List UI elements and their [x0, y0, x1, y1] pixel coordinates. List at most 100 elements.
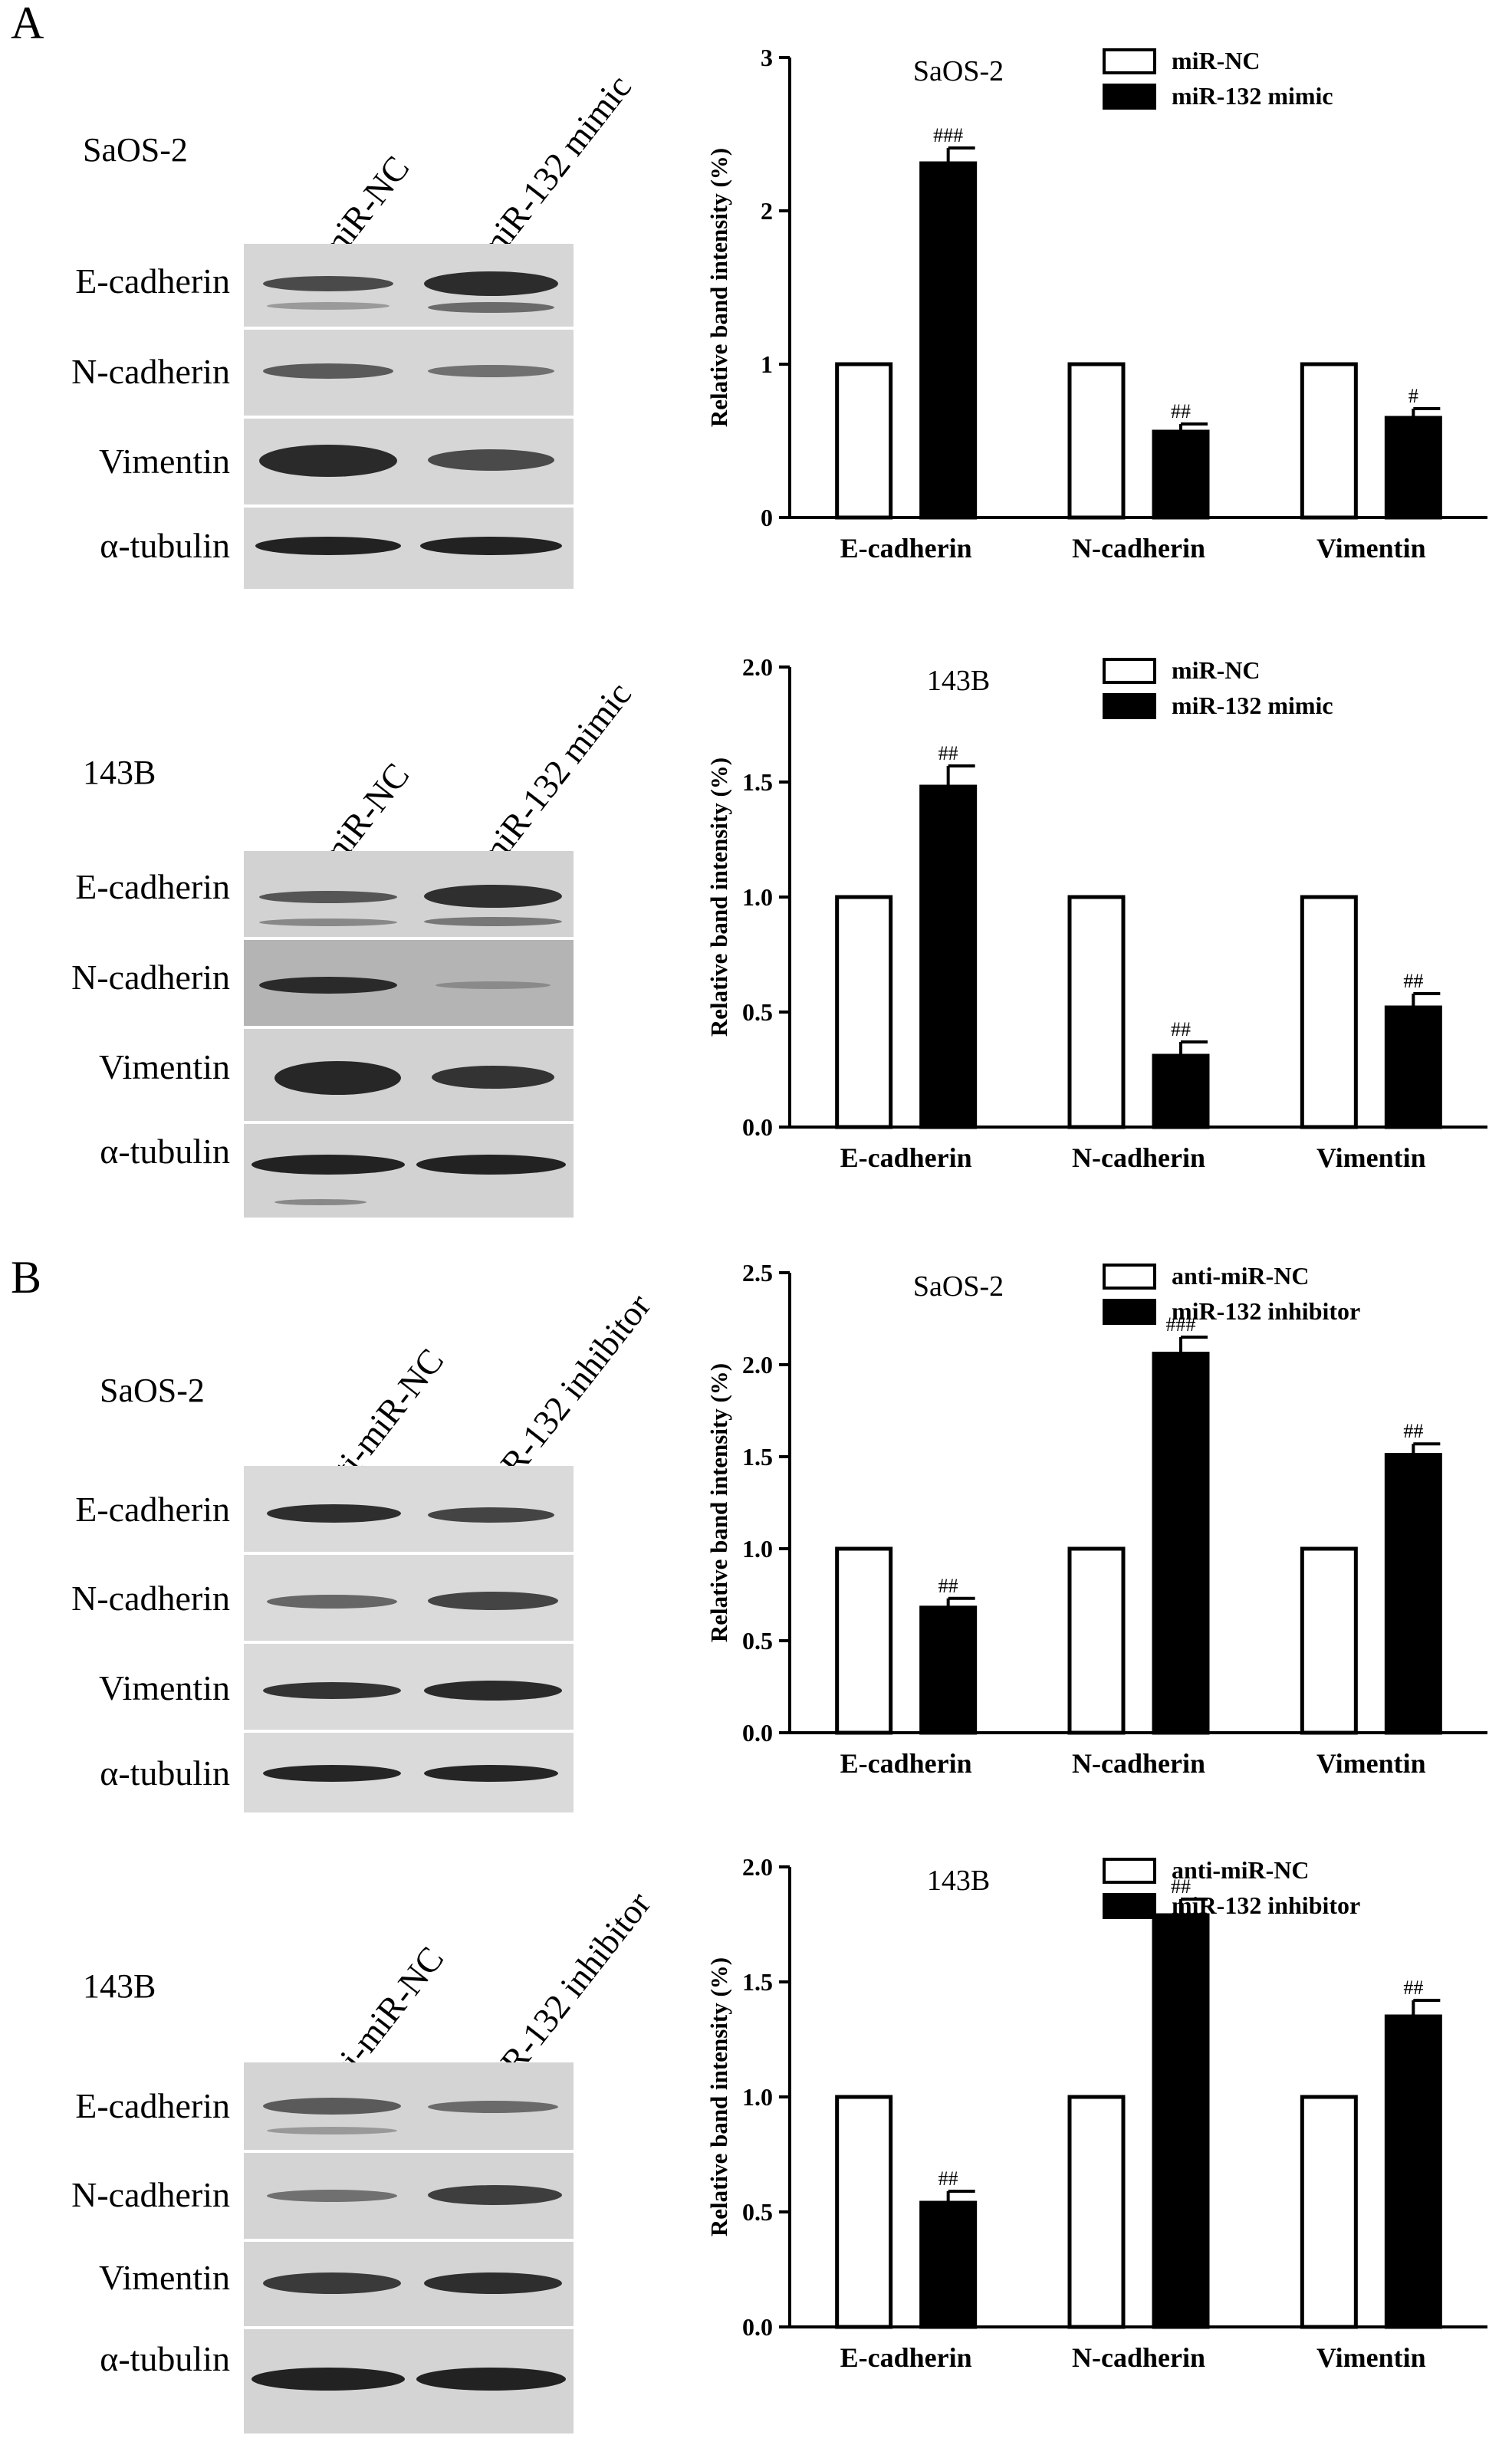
x-tick-label: N-cadherin	[1072, 1142, 1205, 1173]
cell-line-label: 143B	[83, 1967, 156, 2005]
blot-image	[244, 2062, 574, 2433]
y-axis-label: Relative band intensity (%)	[705, 1363, 732, 1642]
bar	[1067, 1546, 1126, 1735]
bar	[919, 784, 978, 1129]
legend-label: anti-miR-NC	[1172, 1262, 1310, 1290]
x-tick-label: E-cadherin	[840, 1748, 972, 1779]
chart-title: 143B	[927, 1865, 990, 1897]
blot-strip-n-cadherin	[244, 940, 574, 1026]
bar	[1152, 1053, 1210, 1129]
y-tick-label: 2.0	[742, 1351, 773, 1379]
y-tick-label: 0	[761, 504, 773, 531]
y-tick-label: 2	[761, 197, 773, 225]
row-label-n-cadherin: N-cadherin	[71, 2175, 230, 2214]
y-tick-label: 2.0	[742, 653, 773, 681]
legend-swatch	[1103, 693, 1156, 719]
bar	[835, 2095, 893, 2329]
row-label-vimentin: Vimentin	[99, 442, 230, 481]
cell-line-label: SaOS-2	[100, 1372, 205, 1409]
blot-strip-e-cadherin	[244, 244, 574, 327]
significance-label: ##	[1403, 970, 1423, 992]
bar-chart-saos2-inhibitor: 0.0 0.5 1.0 1.5 2.0 2.5 Relative band intensit…	[705, 1259, 1487, 1779]
row-label-tubulin: α-tubulin	[100, 526, 230, 565]
y-tick-label: 0.5	[742, 2198, 773, 2226]
row-label-tubulin: α-tubulin	[100, 1753, 230, 1793]
western-blot-saos2-mimic: SaOS-2 miR-NC miR-132 mimic E-cadherin N…	[0, 0, 690, 598]
x-tick-label: Vimentin	[1316, 1142, 1426, 1173]
x-tick-label: N-cadherin	[1072, 1748, 1205, 1779]
x-tick-label: Vimentin	[1316, 1748, 1426, 1779]
western-blot-143b-mimic: 143B miR-NC miR-132 mimic E-cadherin N-c…	[0, 0, 690, 1227]
row-label-vimentin: Vimentin	[99, 1668, 230, 1707]
significance-label: ###	[933, 124, 963, 146]
row-label-e-cadherin: E-cadherin	[75, 261, 230, 301]
bar	[1384, 2014, 1442, 2329]
bar	[919, 161, 978, 520]
x-tick-label: Vimentin	[1316, 533, 1426, 564]
y-axis-label: Relative band intensity (%)	[705, 1957, 732, 2236]
bar	[1300, 895, 1358, 1129]
blot-strip-vimentin	[244, 419, 574, 504]
bar-chart-saos2-mimic: 0 1 2 3 Relative band intensity (%) SaOS-2 miR…	[705, 44, 1487, 564]
significance-label: ##	[938, 742, 958, 764]
blot-strip-tubulin	[244, 508, 574, 589]
bar	[1152, 1913, 1210, 2329]
row-label-tubulin: α-tubulin	[100, 2339, 230, 2378]
y-tick-label: 1.0	[742, 2083, 773, 2111]
row-label-n-cadherin: N-cadherin	[71, 1579, 230, 1618]
significance-label: #	[1408, 385, 1418, 407]
y-tick-label: 1.0	[742, 1535, 773, 1563]
blot-strip-vimentin	[244, 1029, 574, 1121]
bar	[1300, 362, 1358, 520]
y-tick-label: 0.5	[742, 1627, 773, 1655]
bar-chart-143b-mimic: 0.0 0.5 1.0 1.5 2.0 Relative band intensity (…	[705, 653, 1487, 1173]
blot-strip-tubulin	[244, 1124, 574, 1218]
significance-label: ##	[1171, 1018, 1191, 1040]
row-label-e-cadherin: E-cadherin	[75, 1490, 230, 1529]
cell-line-label: SaOS-2	[83, 131, 188, 169]
y-tick-label: 1	[761, 350, 773, 378]
bar	[1152, 1352, 1210, 1735]
legend-swatch	[1103, 1858, 1156, 1884]
cell-line-label: 143B	[83, 754, 156, 791]
y-tick-label: 0.0	[742, 1113, 773, 1141]
legend-label: miR-NC	[1172, 656, 1261, 684]
y-tick-label: 1.5	[742, 1968, 773, 1996]
panel-letter-b: B	[11, 1252, 42, 1303]
row-label-vimentin: Vimentin	[99, 2258, 230, 2297]
y-tick-label: 2.0	[742, 1853, 773, 1881]
bar	[919, 2200, 978, 2329]
y-tick-label: 2.5	[742, 1259, 773, 1287]
significance-label: ##	[1403, 1420, 1423, 1442]
chart-title: SaOS-2	[913, 1270, 1004, 1303]
chart-title: SaOS-2	[913, 55, 1004, 87]
blot-strip-e-cadherin	[244, 1466, 574, 1552]
y-tick-label: 0.0	[742, 2313, 773, 2341]
blot-image	[244, 851, 574, 1218]
bar	[1300, 2095, 1358, 2329]
blot-strip-n-cadherin	[244, 2153, 574, 2239]
legend-swatch	[1103, 1264, 1156, 1290]
blot-strip-e-cadherin	[244, 2062, 574, 2150]
bar-chart-143b-inhibitor: 0.0 0.5 1.0 1.5 2.0 Relative band intensity (…	[705, 1853, 1487, 2373]
legend-label: anti-miR-NC	[1172, 1856, 1310, 1884]
legend-label: miR-132 mimic	[1172, 82, 1333, 110]
significance-label: ##	[1171, 400, 1191, 422]
significance-label: ##	[938, 2167, 958, 2190]
row-label-tubulin: α-tubulin	[100, 1132, 230, 1171]
bar	[1384, 416, 1442, 520]
legend-label: miR-132 inhibitor	[1172, 1297, 1360, 1325]
legend-swatch	[1103, 1893, 1156, 1919]
significance-label: ##	[1403, 1977, 1423, 1999]
significance-label: ##	[938, 1575, 958, 1597]
western-blot-saos2-inhibitor: SaOS-2 anti-miR-NC miR-132 inhibitor E-c…	[0, 0, 690, 1878]
row-label-vimentin: Vimentin	[99, 1047, 230, 1086]
y-tick-label: 1.5	[742, 1443, 773, 1471]
panel-letter-a: A	[11, 0, 44, 48]
row-label-e-cadherin: E-cadherin	[75, 867, 230, 906]
y-tick-label: 1.5	[742, 768, 773, 796]
blot-strip-vimentin	[244, 2242, 574, 2326]
x-tick-label: E-cadherin	[840, 2342, 972, 2373]
blot-image	[244, 1466, 574, 1812]
y-tick-label: 1.0	[742, 883, 773, 911]
